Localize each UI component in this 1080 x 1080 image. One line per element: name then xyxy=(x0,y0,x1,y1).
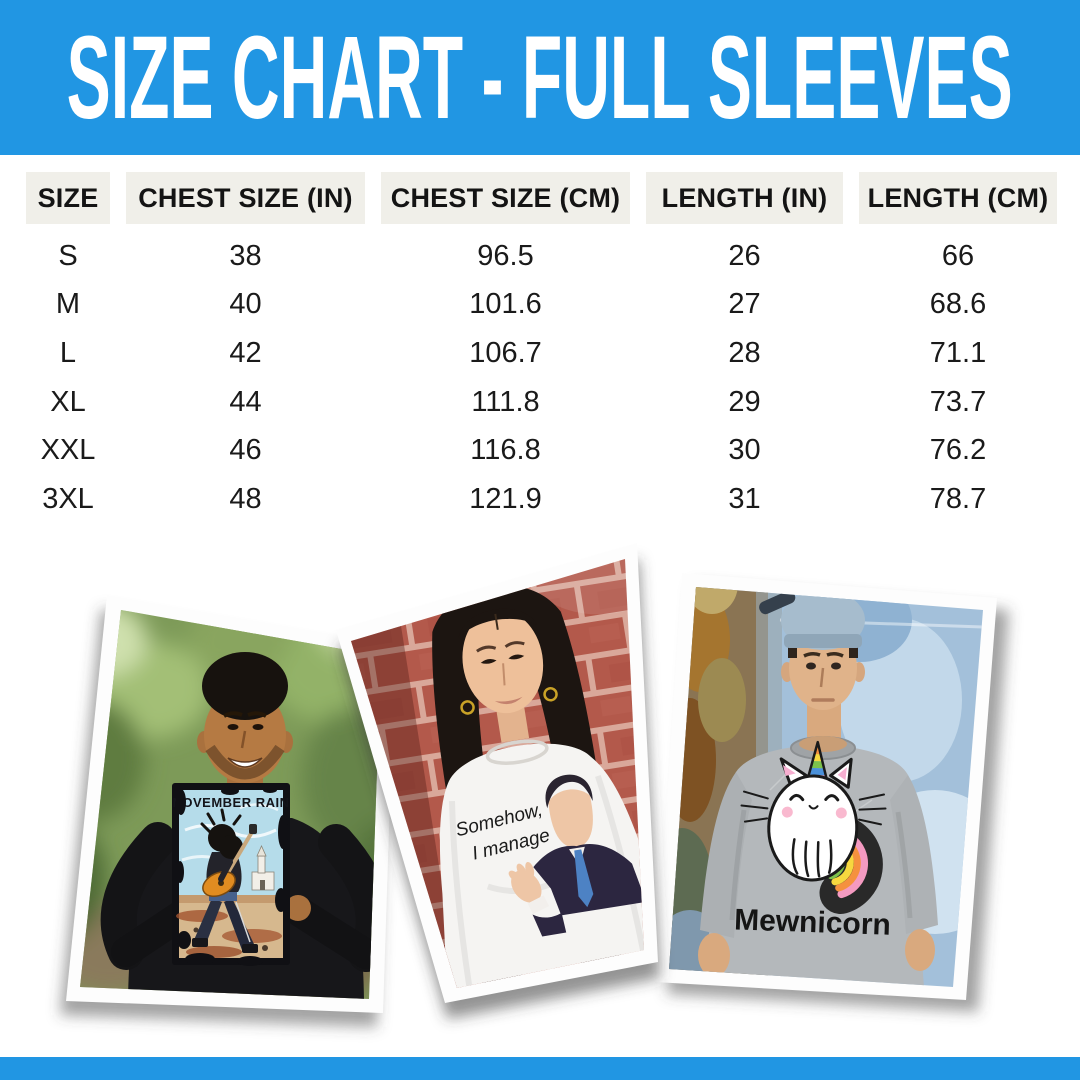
hoop-earring xyxy=(543,687,558,702)
col-header-size: SIZE xyxy=(26,172,110,224)
cell-length-cm: 66 xyxy=(941,239,975,272)
col-header-chest-in: CHEST SIZE (IN) xyxy=(126,172,365,224)
chapel xyxy=(251,845,275,891)
cell-length-in: 28 xyxy=(728,336,761,369)
cell-size: XL xyxy=(50,385,86,418)
cell-length-in: 29 xyxy=(728,385,761,418)
photo-card-mewnicorn: Mewnicorn xyxy=(655,573,1009,1012)
cell-length-in: 31 xyxy=(728,482,761,515)
cell-length-cm: 73.7 xyxy=(929,385,987,418)
banner: SIZE CHART - FULL SLEEVES xyxy=(0,0,1080,155)
cell-length-in: 30 xyxy=(728,434,761,467)
cell-chest-cm: 96.5 xyxy=(477,239,534,272)
cell-chest-cm: 121.9 xyxy=(469,482,542,515)
cell-chest-cm: 116.8 xyxy=(470,434,541,467)
cell-size: XXL xyxy=(40,434,96,467)
hair xyxy=(202,652,288,720)
cat-body xyxy=(767,774,859,882)
whiskers xyxy=(740,790,887,826)
cell-length-cm: 68.6 xyxy=(929,288,987,321)
cell-chest-cm: 106.7 xyxy=(469,336,542,369)
cell-chest-cm: 111.8 xyxy=(471,385,540,418)
cell-length-cm: 71.1 xyxy=(929,336,987,369)
photo-scene-blue-wall-man: Mewnicorn xyxy=(669,587,983,987)
grunge-border xyxy=(176,787,288,966)
cell-chest-in: 48 xyxy=(229,482,262,515)
blue-tie xyxy=(574,849,594,908)
cell-chest-in: 46 xyxy=(229,434,262,467)
cell-length-cm: 78.7 xyxy=(929,482,987,515)
guitarist xyxy=(192,808,258,953)
hoop-earring xyxy=(460,700,475,715)
cell-size: S xyxy=(58,239,78,272)
cap-brim xyxy=(759,590,796,615)
size-table: SIZE CHEST SIZE (IN) CHEST SIZE (CM) LEN… xyxy=(26,172,1058,524)
page-title: SIZE CHART - FULL SLEEVES xyxy=(67,11,1013,144)
footer-bar xyxy=(0,1057,1080,1080)
cell-length-in: 26 xyxy=(728,239,761,272)
november-rain-text: NOVEMBER RAIN xyxy=(172,795,289,810)
col-header-chest-cm: CHEST SIZE (CM) xyxy=(381,172,630,224)
cell-chest-in: 44 xyxy=(229,385,262,418)
cell-length-in: 27 xyxy=(728,288,761,321)
cell-chest-cm: 101.6 xyxy=(469,288,542,321)
cell-size: 3XL xyxy=(42,482,94,515)
col-header-length-in: LENGTH (IN) xyxy=(646,172,843,224)
cell-size: L xyxy=(59,336,77,369)
paw-lines xyxy=(791,838,833,878)
smile xyxy=(227,757,263,768)
cell-chest-in: 42 xyxy=(229,336,262,369)
photo-card-november-rain: NOVEMBER RAIN xyxy=(60,595,395,1027)
mewnicorn-text: Mewnicorn xyxy=(734,903,892,941)
cell-size: M xyxy=(55,288,81,321)
cell-chest-in: 38 xyxy=(229,239,262,272)
cell-length-cm: 76.2 xyxy=(929,434,987,467)
face xyxy=(462,609,544,714)
cell-chest-in: 40 xyxy=(229,288,262,321)
office-man-illustration xyxy=(508,774,644,937)
col-header-length-cm: LENGTH (CM) xyxy=(859,172,1057,224)
shirt-graphic-november-rain: NOVEMBER RAIN xyxy=(172,783,290,966)
